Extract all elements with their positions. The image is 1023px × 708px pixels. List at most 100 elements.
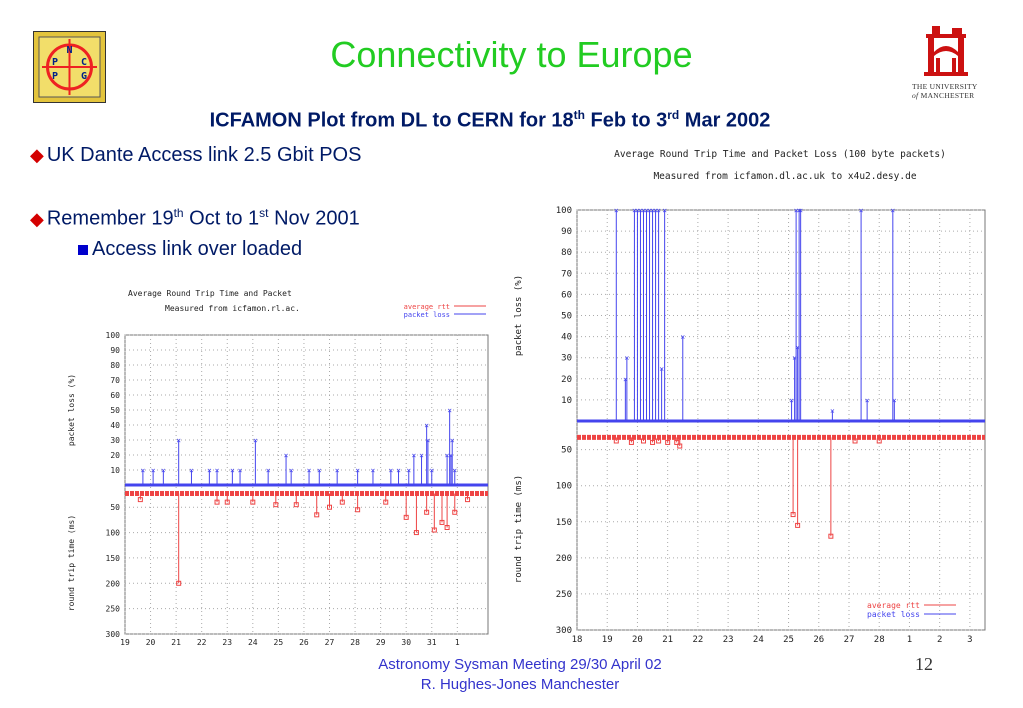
- x-tick-label: 28: [874, 635, 885, 645]
- rtt-marker: [828, 533, 834, 539]
- rtt-axis-label: round trip time (ms): [67, 515, 76, 611]
- loss-marker: ×: [335, 466, 340, 475]
- rtt-marker: [403, 514, 409, 520]
- rtt-tick-label: 300: [106, 630, 121, 639]
- rtt-marker: [452, 509, 458, 515]
- loss-marker: ×: [426, 436, 431, 445]
- loss-marker: ×: [307, 466, 312, 475]
- page-number: 12: [915, 654, 933, 674]
- rtt-marker: [327, 504, 333, 510]
- rtt-tick-label: 100: [556, 482, 572, 492]
- loss-marker: ×: [865, 396, 870, 405]
- x-tick-label: 29: [376, 638, 386, 647]
- rtt-marker: [250, 499, 256, 505]
- rtt-marker: [137, 497, 143, 503]
- diamond-bullet-icon: ◆: [30, 208, 44, 229]
- chart-subtitle: Measured from icfamon.dl.ac.uk to x4u2.d…: [653, 171, 916, 182]
- loss-marker: ×: [632, 206, 637, 215]
- x-tick-label: 23: [723, 635, 734, 645]
- bullet-dante-text: UK Dante Access link 2.5 Gbit POS: [46, 144, 362, 166]
- rtt-axis-label: round trip time (ms): [514, 475, 524, 583]
- loss-marker: ×: [890, 206, 895, 215]
- loss-tick-label: 80: [110, 361, 120, 370]
- x-tick-label: 19: [602, 635, 613, 645]
- rtt-marker: [665, 439, 671, 445]
- university-name-of: of: [912, 91, 919, 100]
- bullet-dante-link: ◆ UK Dante Access link 2.5 Gbit POS: [30, 144, 361, 167]
- loss-marker: ×: [662, 206, 667, 215]
- rtt-tick-label: 150: [556, 518, 572, 528]
- rtt-marker: [656, 438, 662, 444]
- loss-tick-label: 90: [561, 227, 572, 237]
- loss-tick-label: 80: [561, 248, 572, 258]
- legend-label-rtt: average rtt: [404, 303, 450, 311]
- loss-marker: ×: [284, 451, 289, 460]
- loss-marker: ×: [176, 436, 181, 445]
- legend-label-rtt: average rtt: [867, 601, 920, 610]
- x-tick-label: 2: [937, 635, 942, 645]
- subtitle-sup-rd: rd: [667, 108, 680, 122]
- loss-marker: ×: [406, 466, 411, 475]
- sub-bullet-text: Access link over loaded: [92, 238, 303, 260]
- subtitle-part-c: Mar 2002: [679, 109, 771, 132]
- bullet-remember-a: Remember 19: [46, 207, 174, 230]
- loss-marker: ×: [614, 206, 619, 215]
- loss-marker: ×: [388, 466, 393, 475]
- rtt-marker: [339, 499, 345, 505]
- rtt-tick-label: 50: [110, 503, 120, 512]
- bullet-remember: ◆ Remember 19th Oct to 1st Nov 2001: [30, 206, 360, 231]
- legend-label-loss: packet loss: [867, 610, 920, 619]
- x-tick-label: 25: [274, 638, 284, 647]
- loss-marker: ×: [641, 206, 646, 215]
- rtt-marker: [293, 502, 299, 508]
- rtt-marker: [314, 512, 320, 518]
- chart-title: Average Round Trip Time and Packet: [128, 289, 292, 298]
- x-tick-label: 20: [146, 638, 156, 647]
- loss-tick-label: 50: [110, 406, 120, 415]
- rtt-marker: [674, 439, 680, 445]
- rtt-marker: [852, 438, 858, 444]
- rtt-marker: [424, 509, 430, 515]
- loss-marker: ×: [623, 375, 628, 384]
- loss-tick-label: 60: [110, 391, 120, 400]
- subtitle-sup-th: th: [573, 108, 585, 122]
- loss-marker: ×: [650, 206, 655, 215]
- bullet-remember-c: Nov 2001: [268, 207, 360, 230]
- rtt-tick-label: 50: [561, 446, 572, 456]
- loss-marker: ×: [238, 466, 243, 475]
- university-name-manchester: MANCHESTER: [918, 91, 975, 100]
- loss-tick-label: 70: [561, 269, 572, 279]
- x-tick-label: 24: [248, 638, 258, 647]
- loss-marker: ×: [892, 396, 897, 405]
- loss-tick-label: 100: [106, 331, 121, 340]
- loss-tick-label: 10: [110, 466, 120, 475]
- x-tick-label: 22: [197, 638, 207, 647]
- loss-marker: ×: [656, 206, 661, 215]
- loss-marker: ×: [396, 466, 401, 475]
- rtt-tick-label: 200: [556, 554, 572, 564]
- rtt-marker: [465, 497, 471, 503]
- npg-letter-g: G: [81, 71, 87, 82]
- x-tick-label: 30: [401, 638, 411, 647]
- footer: Astronomy Sysman Meeting 29/30 April 02 …: [290, 655, 750, 695]
- x-tick-label: 1: [455, 638, 460, 647]
- loss-marker: ×: [207, 466, 212, 475]
- square-bullet-icon: [78, 245, 88, 255]
- rtt-marker: [795, 522, 801, 528]
- x-tick-label: 22: [692, 635, 703, 645]
- loss-axis-label: packet loss (%): [67, 374, 76, 446]
- x-tick-label: 27: [844, 635, 855, 645]
- loss-tick-label: 100: [556, 206, 572, 216]
- npg-letter-p2: P: [52, 71, 58, 82]
- loss-marker: ×: [355, 466, 360, 475]
- x-tick-label: 26: [299, 638, 309, 647]
- npg-letter-n: N: [66, 45, 72, 56]
- x-tick-label: 21: [171, 638, 181, 647]
- x-tick-label: 3: [967, 635, 972, 645]
- npg-logo: N P C P G: [32, 30, 107, 104]
- loss-marker: ×: [449, 451, 454, 460]
- x-tick-label: 18: [572, 635, 583, 645]
- npg-logo-graphic: N P C P G: [32, 30, 107, 104]
- loss-marker: ×: [151, 466, 156, 475]
- loss-axis-label: packet loss (%): [514, 275, 524, 356]
